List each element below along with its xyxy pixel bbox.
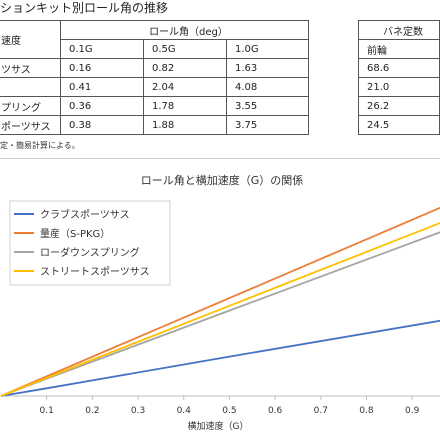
table-cell: 68.6 bbox=[358, 58, 440, 78]
x-tick-label: 0.3 bbox=[131, 406, 145, 416]
column-header: 0.5G bbox=[143, 39, 227, 59]
column-header: 1.0G bbox=[226, 39, 309, 59]
x-tick-label: 0.5 bbox=[222, 406, 236, 416]
table-cell: 4.08 bbox=[226, 77, 309, 97]
group-header: ロール角（deg） bbox=[60, 20, 309, 40]
chart-frame: ロール角と横加速度（G）の関係 0.1 0.2 0.3 0.4 0.5 0.6 0.7 0.8… bbox=[0, 158, 440, 440]
table-cell: 1.78 bbox=[143, 96, 227, 116]
legend-entry: 量産（S-PKG） bbox=[40, 227, 110, 240]
row-label bbox=[0, 77, 61, 97]
row-label: ポーツサス bbox=[0, 115, 61, 135]
table-cell: 0.41 bbox=[60, 77, 144, 97]
table-cell: 1.63 bbox=[226, 58, 309, 78]
x-tick-label: 0.7 bbox=[314, 406, 328, 416]
table-row: 26.2 bbox=[358, 96, 440, 116]
table-cell: 21.0 bbox=[358, 77, 440, 97]
x-tick-label: 0.1 bbox=[40, 406, 54, 416]
table-cell: 1.88 bbox=[143, 115, 227, 135]
legend-box bbox=[9, 200, 171, 286]
footnote: 定・簡易計算による。 bbox=[0, 141, 80, 150]
table-cell: 0.36 bbox=[60, 96, 144, 116]
table-cell: 0.82 bbox=[143, 58, 227, 78]
x-tick-label: 0.2 bbox=[85, 406, 99, 416]
roll-angle-chart: ロール角と横加速度（G）の関係 0.1 0.2 0.3 0.4 0.5 0.6 0.7 0.8… bbox=[0, 173, 440, 432]
table-cell: 3.75 bbox=[226, 115, 309, 135]
table-row: 0.41 2.04 4.08 bbox=[0, 77, 309, 97]
table-row: ツサス 0.16 0.82 1.63 bbox=[0, 58, 309, 78]
row-label: プリング bbox=[0, 96, 61, 116]
x-tick-label: 0.9 bbox=[405, 406, 420, 416]
legend-entry: クラブスポーツサス bbox=[40, 208, 130, 221]
series-lines bbox=[0, 206, 440, 397]
spring-group-header: バネ定数 bbox=[358, 20, 440, 40]
x-tick-label: 0.8 bbox=[359, 406, 374, 416]
spring-rate-table: バネ定数 前輪 68.6 21.0 26.2 24.5 bbox=[358, 20, 440, 135]
row-label: ツサス bbox=[0, 58, 61, 78]
table-cell: 2.04 bbox=[143, 77, 227, 97]
table-cell: 0.16 bbox=[60, 58, 144, 78]
x-tick-label: 0.6 bbox=[268, 406, 283, 416]
table-row: 68.6 bbox=[358, 58, 440, 78]
series-line bbox=[0, 319, 440, 397]
x-axis-label: 横加速度（G） bbox=[188, 420, 249, 432]
column-header: 0.1G bbox=[60, 39, 144, 59]
table-cell: 26.2 bbox=[358, 96, 440, 116]
spring-column-header: 前輪 bbox=[358, 39, 440, 59]
table-row: プリング 0.36 1.78 3.55 bbox=[0, 96, 309, 116]
table-cell: 0.38 bbox=[60, 115, 144, 135]
x-tick-label: 0.4 bbox=[177, 406, 192, 416]
legend-entry: ローダウンスプリング bbox=[40, 246, 140, 259]
table-row: 24.5 bbox=[358, 115, 440, 135]
table-row: 21.0 bbox=[358, 77, 440, 97]
table-cell: 3.55 bbox=[226, 96, 309, 116]
roll-angle-table: 速度 ロール角（deg） 0.1G 0.5G 1.0G ツサス 0.16 0.8… bbox=[0, 20, 309, 135]
series-line bbox=[0, 222, 440, 397]
table-row: ポーツサス 0.38 1.88 3.75 bbox=[0, 115, 309, 135]
chart-title: ロール角と横加速度（G）の関係 bbox=[141, 173, 304, 187]
page-title: ションキット別ロール角の推移 bbox=[0, 1, 169, 15]
table-cell: 24.5 bbox=[358, 115, 440, 135]
row-header: 速度 bbox=[0, 20, 61, 59]
legend-entry: ストリートスポーツサス bbox=[40, 266, 150, 278]
x-axis-ticks: 0.1 0.2 0.3 0.4 0.5 0.6 0.7 0.8 0.9 bbox=[40, 396, 420, 416]
